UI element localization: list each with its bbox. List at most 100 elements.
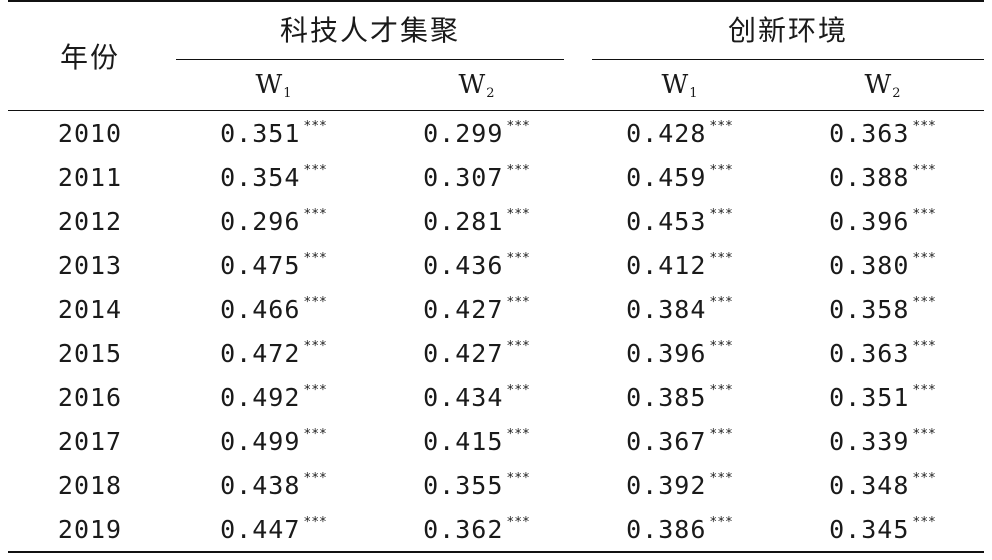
value-cell: 0.307 *** (375, 155, 578, 199)
value-cell: 0.392 *** (578, 463, 781, 507)
sub-header-row: W1 W2 W1 W2 (8, 60, 984, 111)
coefficient-value: 0.385 (626, 382, 707, 412)
coefficient-value: 0.351 (829, 382, 910, 412)
value-cell: 0.299 *** (375, 111, 578, 156)
coefficient-value: 0.355 (423, 470, 504, 500)
significance-stars: *** (709, 294, 733, 310)
coefficient-value: 0.367 (626, 426, 707, 456)
year-cell: 2019 (57, 514, 123, 544)
coefficient-value: 0.358 (829, 294, 910, 324)
coefficient-value: 0.392 (626, 470, 707, 500)
coefficient-value: 0.428 (626, 118, 707, 148)
significance-stars: *** (506, 294, 530, 310)
weight-header-main: W (458, 69, 486, 100)
value-cell: 0.459 *** (578, 155, 781, 199)
table-row: 2011 0.354 *** 0.307 *** 0.459 *** 0.388 *** (8, 155, 984, 199)
significance-stars: *** (506, 250, 530, 266)
significance-stars: *** (912, 294, 936, 310)
value-cell: 0.380 *** (781, 243, 984, 287)
weight-header-main: W (255, 69, 283, 100)
year-cell: 2012 (57, 206, 123, 236)
weight-header-1: W1 (172, 60, 375, 111)
value-cell: 0.362 *** (375, 507, 578, 552)
significance-stars: *** (506, 118, 530, 134)
significance-stars: *** (912, 206, 936, 222)
coefficient-value: 0.396 (829, 206, 910, 236)
value-cell: 0.385 *** (578, 375, 781, 419)
value-cell: 0.351 *** (781, 375, 984, 419)
table-row: 2013 0.475 *** 0.436 *** 0.412 *** 0.380 *** (8, 243, 984, 287)
value-cell: 0.434 *** (375, 375, 578, 419)
coefficient-value: 0.281 (423, 206, 504, 236)
table-row: 2018 0.438 *** 0.355 *** 0.392 *** 0.348 *** (8, 463, 984, 507)
coefficient-value: 0.434 (423, 382, 504, 412)
significance-stars: *** (506, 338, 530, 354)
significance-stars: *** (303, 514, 327, 530)
value-cell: 0.427 *** (375, 287, 578, 331)
year-cell: 2016 (57, 382, 123, 412)
table-row: 2012 0.296 *** 0.281 *** 0.453 *** 0.396 *** (8, 199, 984, 243)
value-cell: 0.453 *** (578, 199, 781, 243)
coefficient-value: 0.307 (423, 162, 504, 192)
value-cell: 0.355 *** (375, 463, 578, 507)
significance-stars: *** (506, 514, 530, 530)
coefficient-value: 0.447 (220, 514, 301, 544)
value-cell: 0.427 *** (375, 331, 578, 375)
year-cell: 2011 (57, 162, 123, 192)
value-cell: 0.281 *** (375, 199, 578, 243)
coefficient-value: 0.380 (829, 250, 910, 280)
significance-stars: *** (709, 470, 733, 486)
table-row: 2014 0.466 *** 0.427 *** 0.384 *** 0.358 *** (8, 287, 984, 331)
coefficient-value: 0.472 (220, 338, 301, 368)
weight-header-main: W (864, 69, 892, 100)
value-cell: 0.428 *** (578, 111, 781, 156)
coefficient-value: 0.388 (829, 162, 910, 192)
value-cell: 0.438 *** (172, 463, 375, 507)
significance-stars: *** (303, 382, 327, 398)
coefficient-value: 0.363 (829, 118, 910, 148)
group-header-row: 年份 科技人才集聚 创新环境 (8, 1, 984, 111)
significance-stars: *** (303, 294, 327, 310)
value-cell: 0.339 *** (781, 419, 984, 463)
significance-stars: *** (303, 338, 327, 354)
value-cell: 0.396 *** (781, 199, 984, 243)
group-header-innovation: 创新环境 (578, 1, 984, 60)
significance-stars: *** (912, 338, 936, 354)
significance-stars: *** (709, 514, 733, 530)
group-header-talent: 科技人才集聚 (172, 1, 578, 60)
table-row: 2017 0.499 *** 0.415 *** 0.367 *** 0.339 *** (8, 419, 984, 463)
coefficient-value: 0.466 (220, 294, 301, 324)
value-cell: 0.412 *** (578, 243, 781, 287)
value-cell: 0.363 *** (781, 331, 984, 375)
coefficient-value: 0.363 (829, 338, 910, 368)
coefficient-value: 0.384 (626, 294, 707, 324)
significance-stars: *** (912, 382, 936, 398)
coefficient-value: 0.396 (626, 338, 707, 368)
value-cell: 0.367 *** (578, 419, 781, 463)
value-cell: 0.415 *** (375, 419, 578, 463)
significance-stars: *** (506, 470, 530, 486)
coefficient-value: 0.345 (829, 514, 910, 544)
year-column-header: 年份 (8, 1, 172, 111)
significance-stars: *** (709, 338, 733, 354)
coefficient-value: 0.412 (626, 250, 707, 280)
coefficient-value: 0.436 (423, 250, 504, 280)
coefficient-value: 0.386 (626, 514, 707, 544)
moran-index-table: 年份 科技人才集聚 创新环境 W1 W2 W1 W2 2010 0.351 *** 0.29… (8, 0, 984, 553)
significance-stars: *** (912, 162, 936, 178)
significance-stars: *** (303, 426, 327, 442)
table-row: 2019 0.447 *** 0.362 *** 0.386 *** 0.345 *** (8, 507, 984, 552)
year-cell: 2017 (57, 426, 123, 456)
value-cell: 0.436 *** (375, 243, 578, 287)
significance-stars: *** (709, 382, 733, 398)
table-body: 2010 0.351 *** 0.299 *** 0.428 *** 0.363 *** 2011… (8, 111, 984, 552)
coefficient-value: 0.296 (220, 206, 301, 236)
coefficient-value: 0.354 (220, 162, 301, 192)
significance-stars: *** (303, 250, 327, 266)
coefficient-value: 0.499 (220, 426, 301, 456)
year-cell: 2018 (57, 470, 123, 500)
significance-stars: *** (506, 162, 530, 178)
coefficient-value: 0.351 (220, 118, 301, 148)
significance-stars: *** (506, 206, 530, 222)
